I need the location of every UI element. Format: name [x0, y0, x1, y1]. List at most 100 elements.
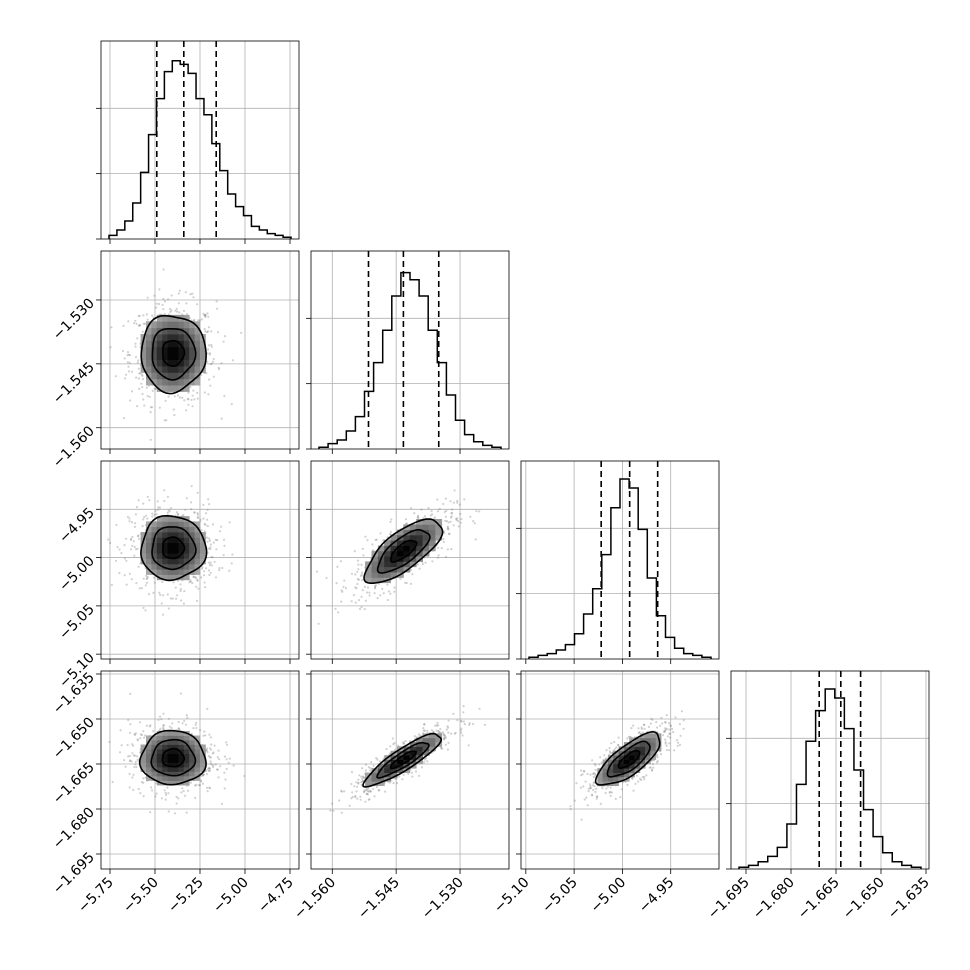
scatter-point: [660, 753, 663, 756]
scatter-point: [162, 297, 165, 301]
scatter-point: [167, 810, 170, 813]
density-cell: [162, 744, 168, 750]
scatter-point: [334, 607, 337, 611]
density-cell: [167, 542, 174, 549]
scatter-point: [664, 741, 667, 744]
scatter-point: [356, 570, 359, 573]
density-cell: [618, 759, 625, 765]
density-cell: [167, 314, 174, 322]
scatter-point: [363, 789, 366, 792]
scatter-point: [595, 787, 598, 791]
scatter-point: [130, 521, 134, 524]
contour-level-2: [376, 529, 431, 574]
density-cell: [162, 753, 168, 759]
scatter-point: [163, 419, 166, 422]
scatter-point: [585, 796, 588, 799]
scatter-point: [420, 508, 423, 511]
scatter-point: [211, 556, 214, 559]
scatter-point: [459, 521, 462, 524]
scatter-point: [220, 802, 224, 806]
scatter-point: [365, 792, 368, 795]
density-cell: [403, 534, 411, 541]
scatter-point: [223, 544, 226, 548]
scatter-point: [441, 747, 444, 750]
density-cell: [645, 733, 651, 739]
density-cell: [173, 314, 179, 322]
x-tick-label: −5.00: [210, 875, 252, 917]
scatter-point: [190, 501, 193, 504]
scatter-point: [422, 727, 425, 730]
density-cell: [173, 574, 179, 581]
scatter-point: [191, 405, 194, 408]
scatter-point: [138, 721, 142, 724]
scatter-point: [225, 743, 229, 746]
scatter-point: [626, 737, 629, 740]
scatter-point: [131, 743, 134, 746]
scatter-point: [166, 511, 169, 514]
hist-panel-4: [726, 670, 930, 874]
scatter-point: [170, 309, 173, 312]
scatter-point: [220, 362, 223, 365]
scatter-point: [596, 795, 599, 798]
scatter-point: [128, 754, 131, 758]
scatter-point: [436, 510, 440, 513]
scatter-point: [137, 324, 140, 327]
scatter-point: [601, 787, 604, 790]
scatter-point: [594, 764, 597, 767]
scatter-point: [155, 302, 158, 305]
scatter-point: [114, 375, 117, 378]
scatter-point: [205, 331, 209, 334]
density-cell: [634, 746, 641, 752]
scatter-point: [580, 769, 583, 772]
scatter-point: [442, 502, 445, 506]
density-cell: [146, 521, 152, 528]
density-cell: [167, 537, 174, 543]
density-cell: [365, 781, 372, 786]
scatter-point: [205, 536, 208, 539]
scatter-panel-2-4: [306, 670, 510, 874]
density-cell: [623, 759, 630, 765]
scatter-point: [206, 786, 209, 789]
scatter-point: [430, 729, 433, 732]
scatter-point: [187, 398, 190, 401]
scatter-point: [217, 366, 220, 369]
density-cell: [167, 731, 174, 736]
scatter-point: [182, 513, 185, 516]
scatter-point: [368, 798, 371, 801]
density-cell: [422, 524, 430, 530]
scatter-point: [444, 515, 447, 518]
scatter-point: [134, 548, 138, 551]
scatter-point: [478, 707, 481, 710]
scatter-point: [411, 573, 414, 576]
scatter-point: [424, 561, 427, 564]
density-cell: [189, 366, 195, 373]
scatter-point: [645, 774, 648, 777]
scatter-point: [443, 734, 446, 737]
scatter-point: [404, 740, 407, 743]
density-cell: [403, 561, 411, 568]
density-cell: [173, 385, 179, 392]
density-cell: [167, 744, 174, 750]
density-cell: [162, 526, 168, 533]
scatter-point: [413, 511, 416, 515]
scatter-point: [425, 757, 428, 760]
scatter-point: [146, 495, 149, 498]
scatter-point: [661, 722, 664, 725]
scatter-point: [467, 744, 470, 747]
scatter-point: [163, 313, 166, 316]
density-cell: [200, 553, 206, 559]
density-cell: [178, 359, 185, 367]
density-cell: [178, 553, 185, 559]
density-cell: [178, 569, 185, 575]
density-cell: [146, 378, 152, 386]
scatter-point: [205, 747, 208, 750]
scatter-point: [201, 567, 204, 570]
density-cell: [650, 755, 657, 760]
density-cell: [183, 780, 190, 786]
scatter-point: [203, 328, 206, 331]
scatter-point: [167, 509, 170, 512]
scatter-point: [212, 751, 215, 754]
scatter-point: [214, 538, 217, 542]
scatter-point: [587, 790, 590, 793]
density-cell: [200, 353, 206, 360]
